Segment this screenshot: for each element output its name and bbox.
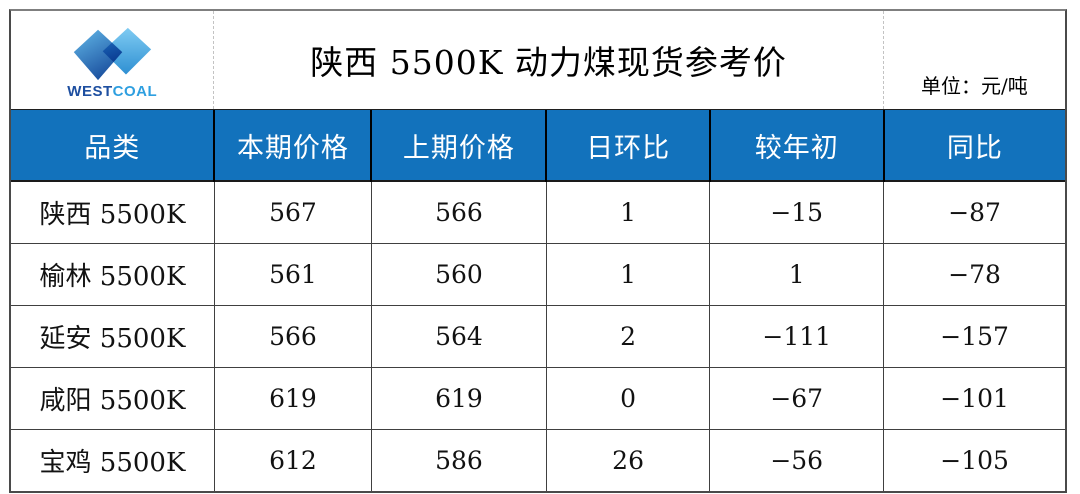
brand-wordmark-coal: COAL <box>112 82 158 100</box>
col-header-previous-price: 上期价格 <box>370 110 547 181</box>
cell-previous-price: 566 <box>370 180 547 244</box>
cell-ytd-change: −67 <box>709 367 885 430</box>
col-header-daily-change: 日环比 <box>545 110 710 181</box>
table-row: 榆林 5500K 561 560 1 1 −78 <box>11 243 1065 306</box>
table-row: 陕西 5500K 567 566 1 −15 −87 <box>11 180 1065 244</box>
unit-label: 单位：元/吨 <box>920 74 1028 98</box>
cell-daily-change: 26 <box>545 429 711 491</box>
cell-current-price: 612 <box>213 429 372 491</box>
cell-yoy-change: −78 <box>883 243 1065 306</box>
brand-logo: WESTCOAL <box>11 11 215 109</box>
table-row: 咸阳 5500K 619 619 0 −67 −101 <box>11 367 1065 430</box>
cell-previous-price: 564 <box>370 305 547 368</box>
cell-yoy-change: −101 <box>883 367 1065 430</box>
col-header-yoy-change: 同比 <box>882 110 1065 181</box>
title-band: WESTCOAL 陕西 5500K 动力煤现货参考价 单位：元/吨 <box>11 11 1065 110</box>
cell-current-price: 566 <box>213 305 372 368</box>
cell-ytd-change: −15 <box>709 180 885 244</box>
cell-ytd-change: −56 <box>709 429 885 491</box>
col-header-current-price: 本期价格 <box>213 110 372 181</box>
cell-category: 咸阳 5500K <box>11 367 215 430</box>
brand-wordmark-west: WEST <box>67 82 113 100</box>
table-header-row: 品类 本期价格 上期价格 日环比 较年初 同比 <box>11 110 1065 181</box>
cell-yoy-change: −105 <box>883 429 1065 491</box>
page-title: 陕西 5500K 动力煤现货参考价 <box>214 11 884 109</box>
brand-wordmark: WESTCOAL <box>67 84 157 99</box>
cell-current-price: 561 <box>213 243 372 306</box>
cell-yoy-change: −87 <box>883 180 1065 244</box>
cell-category: 陕西 5500K <box>11 180 215 244</box>
cell-previous-price: 586 <box>370 429 547 491</box>
col-header-ytd-change: 较年初 <box>708 110 884 181</box>
cell-previous-price: 619 <box>370 367 547 430</box>
cell-current-price: 619 <box>213 367 372 430</box>
table-row: 延安 5500K 566 564 2 −111 −157 <box>11 305 1065 368</box>
cell-category: 延安 5500K <box>11 305 215 368</box>
cell-yoy-change: −157 <box>883 305 1065 368</box>
cell-daily-change: 1 <box>545 180 711 244</box>
col-header-category: 品类 <box>11 110 215 181</box>
cell-previous-price: 560 <box>370 243 547 306</box>
cell-current-price: 567 <box>213 180 372 244</box>
westcoal-w-diamonds-icon <box>71 26 153 82</box>
cell-ytd-change: 1 <box>709 243 885 306</box>
cell-ytd-change: −111 <box>709 305 885 368</box>
cell-category: 榆林 5500K <box>11 243 215 306</box>
cell-category: 宝鸡 5500K <box>11 429 215 491</box>
cell-daily-change: 1 <box>545 243 711 306</box>
table-row: 宝鸡 5500K 612 586 26 −56 −105 <box>11 429 1065 491</box>
cell-daily-change: 2 <box>545 305 711 368</box>
cell-daily-change: 0 <box>545 367 711 430</box>
price-table: 品类 本期价格 上期价格 日环比 较年初 同比 陕西 5500K 567 566… <box>11 110 1065 491</box>
price-table-sheet: WESTCOAL 陕西 5500K 动力煤现货参考价 单位：元/吨 品类 本期价… <box>9 9 1067 493</box>
